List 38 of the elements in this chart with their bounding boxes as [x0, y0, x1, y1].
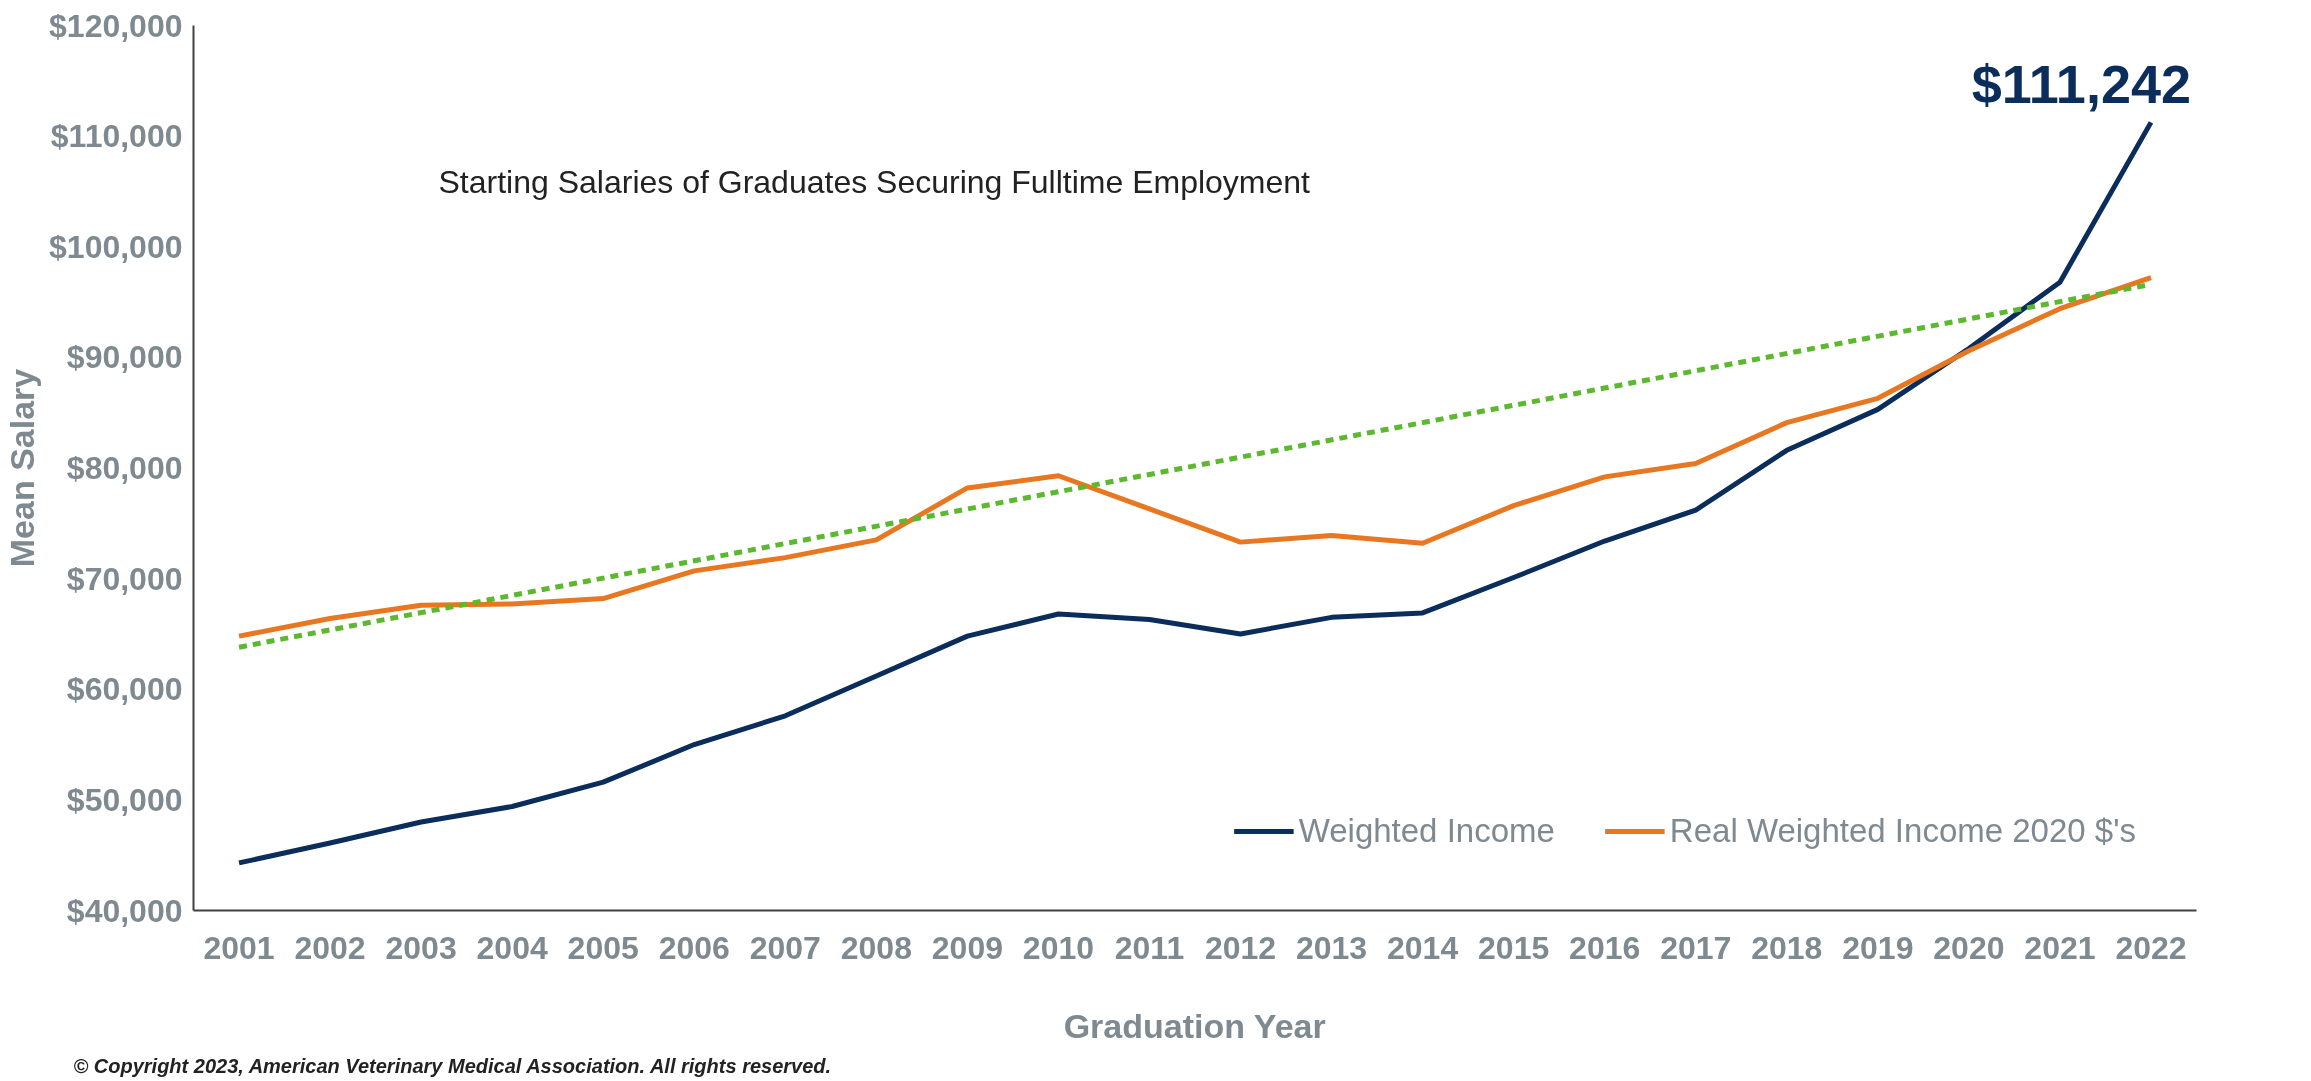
x-tick-label: 2004	[476, 929, 548, 966]
y-tick-label: $90,000	[66, 339, 183, 376]
y-tick-label: $70,000	[66, 560, 183, 597]
x-axis-title: Graduation Year	[1063, 1006, 1326, 1045]
x-tick-label: 2006	[658, 929, 730, 966]
x-tick-label: 2007	[749, 929, 821, 966]
x-tick-label: 2010	[1022, 929, 1095, 966]
x-tick-label: 2016	[1569, 929, 1641, 966]
y-axis-title: Mean Salary	[3, 368, 42, 568]
y-tick-label: $100,000	[49, 228, 183, 265]
x-tick-label: 2018	[1751, 929, 1823, 966]
x-tick-label: 2022	[2115, 929, 2187, 966]
x-tick-label: 2019	[1842, 929, 1914, 966]
y-tick-label: $110,000	[50, 118, 183, 155]
x-tick-label: 2021	[2024, 929, 2096, 966]
x-tick-label: 2008	[840, 929, 912, 966]
x-tick-label: 2001	[203, 929, 275, 966]
x-tick-label: 2012	[1204, 929, 1277, 966]
x-tick-label: 2011	[1114, 929, 1185, 966]
x-tick-label: 2002	[294, 929, 366, 966]
legend-label: Weighted Income	[1298, 812, 1555, 850]
y-tick-label: $40,000	[66, 892, 183, 929]
x-tick-label: 2003	[385, 929, 457, 966]
x-tick-label: 2015	[1478, 929, 1550, 966]
text: Starting Salaries of Graduates Securing Fulltime Employment	[438, 163, 1311, 200]
x-tick-label: 2014	[1387, 929, 1459, 966]
x-tick-label: 2020	[1933, 929, 2005, 966]
x-tick-label: 2009	[931, 929, 1003, 966]
x-tick-label: 2017	[1660, 929, 1732, 966]
legend-label: Real Weighted Income 2020 $'s	[1669, 812, 2136, 850]
y-tick-label: $50,000	[66, 781, 183, 818]
y-tick-label: $120,000	[49, 7, 183, 44]
annotation: $111,242	[1971, 54, 2191, 115]
text: © Copyright 2023, American Veterinary Medical Association. All rights reserved.	[73, 1054, 832, 1077]
y-tick-label: $80,000	[66, 450, 183, 486]
x-tick-label: 2005	[567, 929, 639, 966]
x-tick-label: 2013	[1295, 929, 1368, 966]
y-tick-label: $60,000	[66, 671, 183, 708]
